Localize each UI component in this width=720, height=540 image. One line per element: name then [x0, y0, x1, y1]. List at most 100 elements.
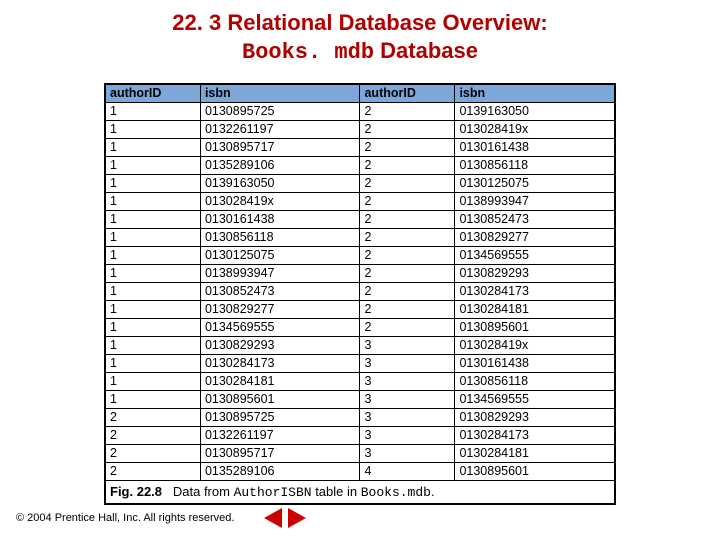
- table-cell: 2: [360, 319, 455, 337]
- table-cell: 0130125075: [455, 175, 615, 193]
- table-row: 1013028419x20138993947: [106, 193, 615, 211]
- table-cell: 0134569555: [455, 391, 615, 409]
- caption-text-c: .: [431, 484, 435, 499]
- table-cell: 1: [106, 247, 201, 265]
- table-row: 101322611972013028419x: [106, 121, 615, 139]
- caption-mono-a: AuthorISBN: [234, 485, 312, 500]
- table-row: 1013012507520134569555: [106, 247, 615, 265]
- table-cell: 1: [106, 103, 201, 121]
- table-cell: 0130895717: [200, 445, 360, 463]
- table-cell: 1: [106, 301, 201, 319]
- table-cell: 2: [360, 211, 455, 229]
- table-cell: 0130284181: [455, 301, 615, 319]
- table-cell: 1: [106, 211, 201, 229]
- table-cell: 1: [106, 121, 201, 139]
- table-row: 1013082927720130284181: [106, 301, 615, 319]
- table-cell: 0139163050: [200, 175, 360, 193]
- table-cell: 3: [360, 373, 455, 391]
- table-row: 1013085247320130284173: [106, 283, 615, 301]
- table-cell: 2: [360, 139, 455, 157]
- table-row: 1013916305020130125075: [106, 175, 615, 193]
- header-authorid-2: authorID: [360, 85, 455, 103]
- table-cell: 0130895601: [200, 391, 360, 409]
- table-row: 2013089572530130829293: [106, 409, 615, 427]
- table-cell: 2: [360, 121, 455, 139]
- table-cell: 0130161438: [455, 355, 615, 373]
- table-cell: 0132261197: [200, 427, 360, 445]
- table-cell: 2: [360, 265, 455, 283]
- title-line-1: 22. 3 Relational Database Overview:: [0, 10, 720, 36]
- table-cell: 0130895725: [200, 409, 360, 427]
- table-row: 1013016143820130852473: [106, 211, 615, 229]
- table-cell: 0132261197: [200, 121, 360, 139]
- table-body: 1013089572520139163050101322611972013028…: [106, 103, 615, 481]
- table-cell: 1: [106, 193, 201, 211]
- table-cell: 2: [106, 409, 201, 427]
- table-cell: 0130829277: [455, 229, 615, 247]
- table-row: 1013528910620130856118: [106, 157, 615, 175]
- table-cell: 2: [360, 301, 455, 319]
- table-row: 2013089571730130284181: [106, 445, 615, 463]
- table-cell: 1: [106, 265, 201, 283]
- table-cell: 2: [106, 463, 201, 481]
- header-isbn-1: isbn: [200, 85, 360, 103]
- table-cell: 3: [360, 355, 455, 373]
- data-table-container: authorID isbn authorID isbn 101308957252…: [104, 83, 616, 505]
- table-cell: 2: [106, 427, 201, 445]
- table-cell: 0130284173: [455, 283, 615, 301]
- authorisbn-table: authorID isbn authorID isbn 101308957252…: [105, 84, 615, 504]
- table-cell: 013028419x: [455, 121, 615, 139]
- caption-mono-b: Books.mdb: [361, 485, 431, 500]
- table-cell: 0130829293: [455, 265, 615, 283]
- table-cell: 2: [360, 193, 455, 211]
- table-cell: 0130284173: [455, 427, 615, 445]
- table-cell: 0130895725: [200, 103, 360, 121]
- table-cell: 0139163050: [455, 103, 615, 121]
- table-cell: 0130161438: [455, 139, 615, 157]
- table-cell: 4: [360, 463, 455, 481]
- slide-footer: © 2004 Prentice Hall, Inc. All rights re…: [16, 508, 306, 528]
- table-row: 1013089560130134569555: [106, 391, 615, 409]
- table-row: 2013226119730130284173: [106, 427, 615, 445]
- table-cell: 1: [106, 355, 201, 373]
- table-cell: 0130829277: [200, 301, 360, 319]
- copyright-text: © 2004 Prentice Hall, Inc. All rights re…: [16, 512, 234, 524]
- table-cell: 1: [106, 229, 201, 247]
- table-cell: 2: [360, 229, 455, 247]
- prev-icon[interactable]: [264, 508, 282, 528]
- section-number: 22. 3: [172, 10, 221, 35]
- next-icon[interactable]: [288, 508, 306, 528]
- table-cell: 0130161438: [200, 211, 360, 229]
- table-cell: 3: [360, 391, 455, 409]
- table-cell: 0134569555: [455, 247, 615, 265]
- table-header-row: authorID isbn authorID isbn: [106, 85, 615, 103]
- table-cell: 0130284181: [200, 373, 360, 391]
- slide-title: 22. 3 Relational Database Overview: Book…: [0, 0, 720, 65]
- header-authorid-1: authorID: [106, 85, 201, 103]
- table-cell: 0130829293: [455, 409, 615, 427]
- table-cell: 0130856118: [455, 373, 615, 391]
- header-isbn-2: isbn: [455, 85, 615, 103]
- table-cell: 2: [360, 103, 455, 121]
- table-row: 1013028418130130856118: [106, 373, 615, 391]
- table-cell: 1: [106, 337, 201, 355]
- table-row: 1013899394720130829293: [106, 265, 615, 283]
- table-row: 1013456955520130895601: [106, 319, 615, 337]
- caption-text-a: Data from: [173, 484, 234, 499]
- table-cell: 2: [360, 283, 455, 301]
- table-cell: 1: [106, 283, 201, 301]
- table-cell: 3: [360, 427, 455, 445]
- table-cell: 3: [360, 337, 455, 355]
- table-cell: 1: [106, 373, 201, 391]
- table-cell: 0130829293: [200, 337, 360, 355]
- table-cell: 2: [360, 247, 455, 265]
- table-cell: 0130856118: [200, 229, 360, 247]
- table-cell: 1: [106, 319, 201, 337]
- table-cell: 013028419x: [200, 193, 360, 211]
- table-caption-row: Fig. 22.8 Data from AuthorISBN table in …: [106, 481, 615, 504]
- caption-text-b: table in: [312, 484, 361, 499]
- table-cell: 2: [360, 157, 455, 175]
- title-mono: Books. mdb: [242, 40, 374, 65]
- table-row: 1013028417330130161438: [106, 355, 615, 373]
- table-cell: 3: [360, 445, 455, 463]
